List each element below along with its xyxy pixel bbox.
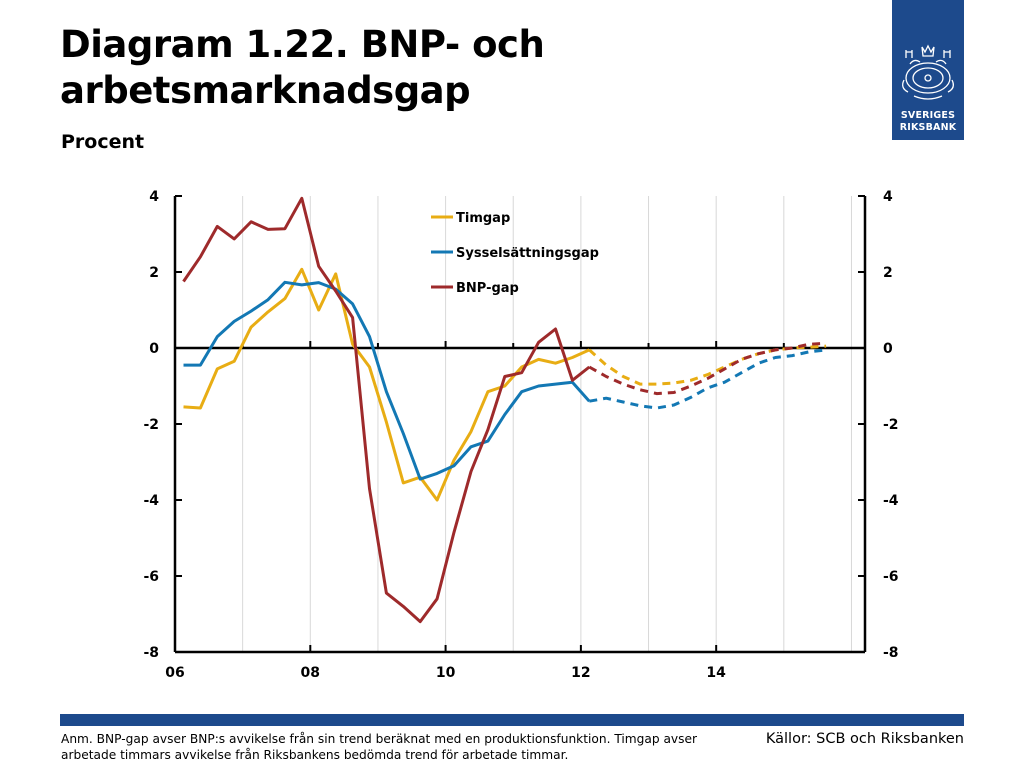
logo-text-line1: SVERIGES bbox=[900, 110, 956, 121]
y-tick-label-left: 2 bbox=[149, 265, 159, 281]
y-tick-label-left: 4 bbox=[149, 189, 159, 205]
legend-label: Timgap bbox=[456, 211, 510, 226]
y-tick-label-left: -8 bbox=[143, 645, 159, 661]
y-tick-label-left: -4 bbox=[143, 493, 159, 509]
y-tick-label-right: 2 bbox=[883, 265, 893, 281]
riksbank-crest-icon bbox=[902, 44, 954, 100]
series-line-bnp-gap bbox=[182, 196, 591, 624]
legend-label: Sysselsättningsgap bbox=[456, 246, 599, 261]
footer-divider bbox=[60, 714, 964, 726]
x-tick-label: 10 bbox=[436, 665, 456, 681]
y-tick-label-right: 0 bbox=[883, 341, 893, 357]
y-tick-label-left: 0 bbox=[149, 341, 159, 357]
y-tick-label-right: -4 bbox=[883, 493, 899, 509]
footer-source: Källor: SCB och Riksbanken bbox=[765, 731, 964, 747]
y-tick-label-right: 4 bbox=[883, 189, 893, 205]
page-subtitle: Procent bbox=[61, 131, 145, 153]
y-tick-label-right: -8 bbox=[883, 645, 899, 661]
page-title: Diagram 1.22. BNP- och arbetsmarknadsgap bbox=[60, 23, 545, 112]
y-tick-label-left: -2 bbox=[143, 417, 159, 433]
chart: 4 4 2 2 0 0 -2 -2 -4 -4 -6 -6 -8 -8 06 08 10 12 14 Timgap Sy… bbox=[143, 189, 899, 681]
riksbank-logo: SVERIGES RIKSBANK bbox=[892, 0, 964, 140]
series-line-timgap bbox=[183, 267, 590, 502]
series-line-bnp-gap-forecast bbox=[588, 341, 827, 396]
series-line-syssels-ttningsgap bbox=[183, 280, 591, 481]
x-tick-label: 06 bbox=[165, 665, 184, 681]
x-tick-label: 14 bbox=[706, 665, 726, 681]
footer-note: Anm. BNP-gap avser BNP:s avvikelse från … bbox=[61, 732, 698, 762]
x-tick-label: 08 bbox=[301, 665, 320, 681]
y-tick-label-right: -2 bbox=[883, 417, 899, 433]
x-tick-label: 12 bbox=[571, 665, 590, 681]
logo-text-line2: RIKSBANK bbox=[899, 122, 957, 133]
y-tick-label-left: -6 bbox=[143, 569, 159, 585]
legend-label: BNP-gap bbox=[456, 281, 519, 296]
y-tick-label-right: -6 bbox=[883, 569, 899, 585]
